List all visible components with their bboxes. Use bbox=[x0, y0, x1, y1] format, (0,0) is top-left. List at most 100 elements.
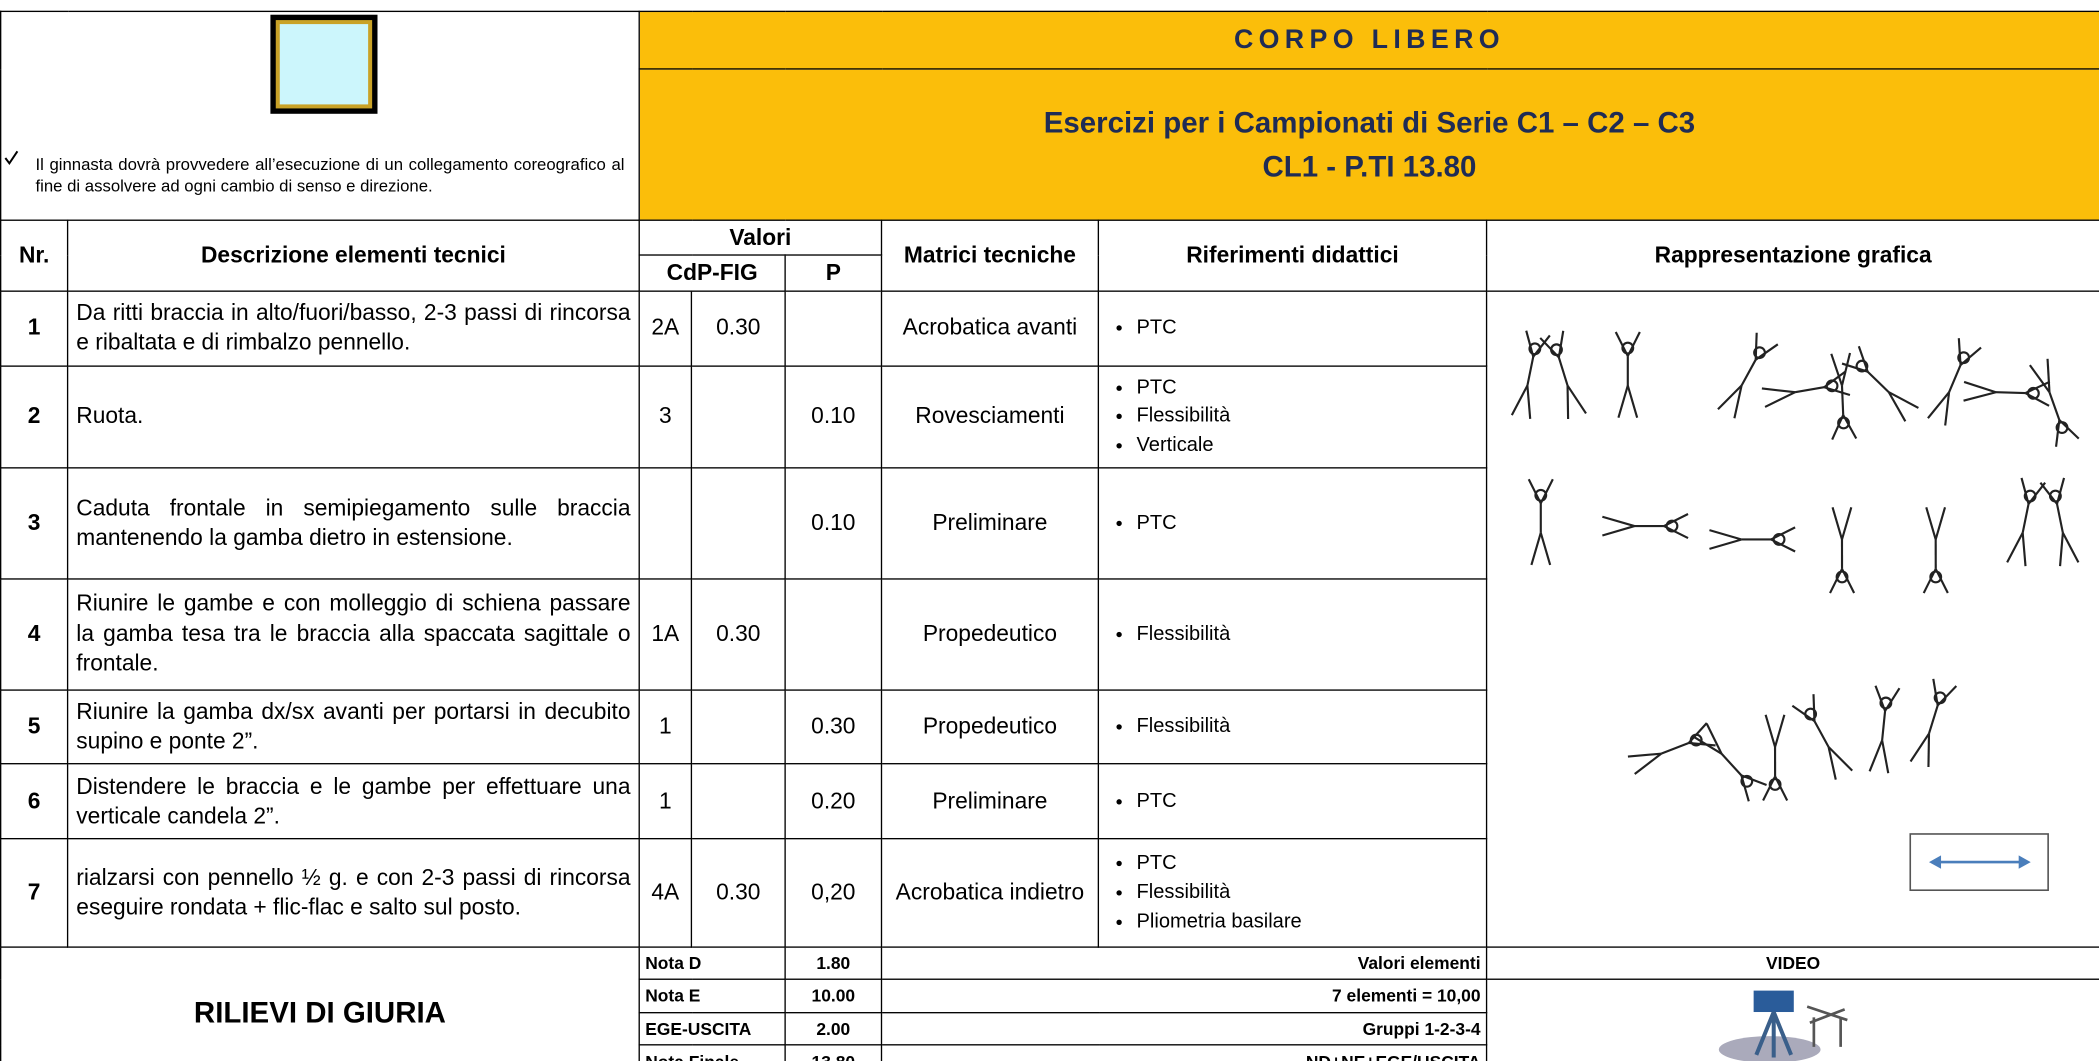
gymnast-figure bbox=[1791, 694, 1853, 780]
figure-stroke bbox=[1617, 385, 1629, 418]
figure-head bbox=[1689, 733, 1703, 747]
figure-head bbox=[1957, 351, 1971, 365]
check-icon bbox=[4, 150, 19, 166]
gymnast-figure bbox=[1762, 714, 1789, 802]
figure-stroke bbox=[1557, 330, 1565, 358]
header-row: CdP-FIG P bbox=[1, 254, 2099, 292]
figure-stroke bbox=[2020, 477, 2030, 505]
figure-stroke bbox=[1709, 538, 1742, 550]
figure-stroke bbox=[1526, 385, 1532, 419]
figure-stroke bbox=[1874, 685, 1887, 712]
row-number: 4 bbox=[0, 577, 69, 691]
gymnast-figure bbox=[1829, 507, 1856, 594]
row-number: 5 bbox=[0, 688, 69, 765]
note-text: Il ginnasta dovrà provvedere all’esecuzi… bbox=[35, 154, 625, 196]
figure-stroke bbox=[1566, 385, 1570, 420]
figure-stroke bbox=[1602, 515, 1635, 528]
score-value: 1.80 bbox=[784, 946, 883, 980]
figure-stroke bbox=[1709, 529, 1742, 541]
chair bbox=[1806, 1005, 1848, 1047]
figure-stroke bbox=[1774, 714, 1786, 748]
figure-stroke bbox=[1909, 732, 1930, 763]
score-value: 2.00 bbox=[784, 1011, 883, 1046]
figure-head bbox=[1534, 488, 1548, 502]
arrow-box bbox=[1909, 833, 2049, 892]
gymnast-figure bbox=[2029, 358, 2080, 447]
references: PTC bbox=[1097, 290, 1488, 367]
col-header: CdP-FIG bbox=[638, 254, 786, 292]
figure-stroke bbox=[1510, 385, 1529, 416]
header-row: Nr. Descrizione elementi tecnici Valori … bbox=[0, 219, 2099, 292]
p-value: 0.20 bbox=[784, 763, 883, 840]
figure-head bbox=[1804, 707, 1818, 721]
gymnast-figure bbox=[1868, 685, 1901, 774]
gymnast-figure bbox=[1602, 513, 1689, 540]
cdp-value: 0.30 bbox=[690, 290, 786, 367]
gymnast-figure bbox=[1922, 507, 1949, 594]
cdp-value bbox=[690, 763, 786, 840]
p-value: 0.10 bbox=[784, 365, 883, 468]
reference: Flessibilità bbox=[1137, 878, 1478, 907]
figure-stroke bbox=[1688, 741, 1716, 747]
video-label: VIDEO bbox=[1485, 946, 2099, 980]
figure-stroke bbox=[1813, 720, 1830, 748]
exercise-table: Il ginnasta dovrà provvedere all’esecuzi… bbox=[0, 10, 2099, 1061]
figure-stroke bbox=[1927, 705, 1939, 734]
figure-head bbox=[1879, 696, 1893, 710]
description: Ruota. bbox=[66, 365, 640, 468]
col-header: Riferimenti didattici bbox=[1097, 219, 1488, 292]
reference: Verticale bbox=[1137, 431, 1478, 460]
figure-stroke bbox=[1866, 370, 1890, 393]
figure-stroke bbox=[1525, 330, 1535, 357]
score-label: EGE-USCITA bbox=[638, 1011, 786, 1046]
gymnast-figure bbox=[1539, 330, 1587, 420]
note-cell: Il ginnasta dovrà provvedere all’esecuzi… bbox=[0, 10, 640, 221]
description: Distendere le braccia e le gambe per eff… bbox=[66, 763, 640, 840]
figure-stroke bbox=[2021, 532, 2027, 567]
reference-list: Flessibilità bbox=[1107, 619, 1478, 648]
description: rialzarsi con pennello ½ g. e con 2-3 pa… bbox=[66, 837, 640, 948]
reference: Flessibilità bbox=[1137, 402, 1478, 431]
score-note: ND+NE+EGE/USCITA bbox=[880, 1044, 1488, 1061]
gymnast-figure bbox=[1709, 526, 1796, 553]
graphic-cell bbox=[1485, 290, 2099, 948]
reference: PTC bbox=[1137, 849, 1478, 878]
reference: PTC bbox=[1137, 787, 1478, 816]
figure-stroke bbox=[2055, 477, 2066, 505]
icon-fill bbox=[279, 24, 369, 105]
graphic bbox=[1510, 330, 2080, 892]
figure-head bbox=[1825, 379, 1839, 393]
figure-head bbox=[1753, 346, 1766, 360]
title-row: Il ginnasta dovrà provvedere all’esecuzi… bbox=[0, 10, 2099, 221]
figure-stroke bbox=[1830, 353, 1843, 386]
figure-stroke bbox=[1566, 384, 1587, 415]
matrix: Propedeutico bbox=[880, 688, 1100, 765]
figure-head bbox=[1621, 341, 1635, 355]
gymnast-figure bbox=[1761, 370, 1851, 408]
reference-list: PTCFlessibilitàPliometria basilare bbox=[1107, 849, 1478, 936]
figure-head bbox=[1550, 343, 1563, 357]
arrow-head bbox=[1928, 855, 2031, 869]
figure-stroke bbox=[1840, 352, 1852, 386]
figure-stroke bbox=[1957, 338, 1962, 366]
figure-stroke bbox=[1925, 507, 1937, 540]
figure-stroke bbox=[1660, 741, 1690, 755]
figure-stroke bbox=[1761, 387, 1796, 394]
figure-stroke bbox=[1764, 714, 1777, 748]
figure-stroke bbox=[1881, 710, 1887, 741]
score-row: Nota Finale13.80ND+NE+EGE/USCITA bbox=[1, 1044, 2099, 1061]
gymnast-figure bbox=[1627, 722, 1716, 775]
matrix: Rovesciamenti bbox=[880, 365, 1100, 468]
p-value bbox=[784, 290, 883, 367]
figure-stroke bbox=[1995, 391, 2026, 395]
figure-stroke bbox=[1733, 385, 1743, 419]
description: Da ritti braccia in alto/fuori/basso, 2-… bbox=[66, 290, 640, 367]
cdp-value: 0.30 bbox=[690, 577, 786, 691]
reference-list: PTC bbox=[1107, 314, 1478, 343]
figure-stroke bbox=[1840, 507, 1853, 540]
figure-stroke bbox=[1627, 752, 1662, 758]
figure-stroke bbox=[1626, 385, 1639, 418]
reference: PTC bbox=[1137, 314, 1478, 343]
gymnast-figure bbox=[1527, 478, 1554, 566]
